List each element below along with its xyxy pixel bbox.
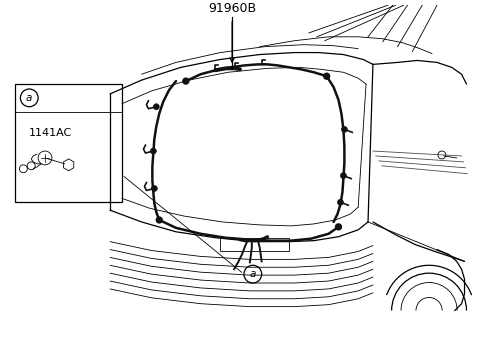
Circle shape xyxy=(150,148,156,154)
Circle shape xyxy=(337,199,343,205)
Text: 1141AC: 1141AC xyxy=(29,128,72,138)
Circle shape xyxy=(151,185,157,191)
Bar xyxy=(220,238,289,252)
Text: a: a xyxy=(26,93,33,103)
Bar xyxy=(15,84,122,202)
Circle shape xyxy=(156,217,162,223)
Text: 91960B: 91960B xyxy=(208,2,256,15)
Circle shape xyxy=(324,73,330,79)
Circle shape xyxy=(336,224,341,230)
Circle shape xyxy=(340,173,347,179)
Text: a: a xyxy=(250,269,256,279)
Circle shape xyxy=(153,104,159,110)
Circle shape xyxy=(341,126,348,132)
Circle shape xyxy=(183,78,189,84)
